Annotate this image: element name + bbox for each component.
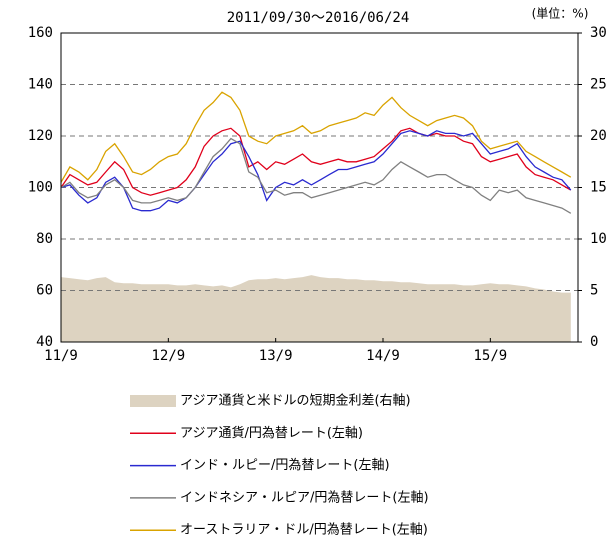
x-tick-label: 13/9 (259, 348, 293, 364)
x-tick-label: 14/9 (366, 348, 400, 364)
legend-label: インドネシア・ルピア/円為替レート(左軸) (180, 489, 429, 505)
y2-tick-label: 5 (590, 283, 598, 299)
chart-subtitle: 2011/09/30～2016/06/24 (227, 10, 410, 26)
y-tick-label: 160 (28, 25, 53, 41)
unit-label: (単位：%) (532, 6, 589, 21)
y-tick-label: 40 (36, 334, 53, 350)
y2-tick-label: 15 (590, 180, 607, 196)
legend-label: オーストラリア・ドル/円為替レート(左軸) (180, 522, 428, 538)
line (60, 91, 572, 183)
y2-tick-label: 30 (590, 25, 607, 41)
y2-tick-label: 10 (590, 231, 607, 247)
line (60, 127, 572, 196)
y-tick-label: 100 (28, 180, 53, 196)
line (60, 137, 572, 214)
legend-label: インド・ルピー/円為替レート(左軸) (180, 457, 390, 473)
x-tick-label: 11/9 (44, 348, 78, 364)
y-tick-label: 80 (36, 231, 53, 247)
y2-tick-label: 25 (590, 77, 607, 93)
legend-swatch (130, 395, 176, 407)
legend-label: アジア通貨と米ドルの短期金利差(右軸) (180, 393, 411, 409)
y-tick-label: 120 (28, 128, 53, 144)
y-tick-label: 60 (36, 283, 53, 299)
area (61, 275, 571, 342)
plot-frame (60, 32, 579, 343)
x-tick-label: 12/9 (151, 348, 185, 364)
y2-tick-label: 20 (590, 128, 607, 144)
line (60, 130, 572, 212)
y2-tick-label: 0 (590, 334, 598, 350)
legend-label: アジア通貨/円為替レート(左軸) (180, 425, 363, 441)
x-tick-label: 15/9 (473, 348, 507, 364)
y-tick-label: 140 (28, 77, 53, 93)
